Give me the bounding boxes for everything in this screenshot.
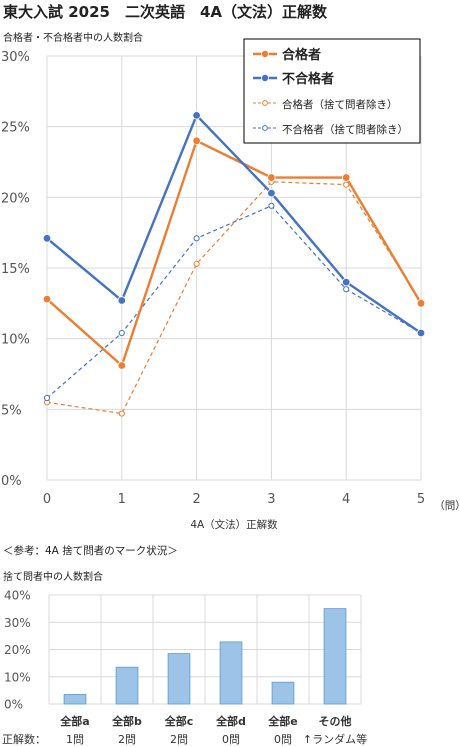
bar-y-tick-label: 10%	[4, 670, 31, 684]
x-tick-label: 1	[118, 492, 126, 507]
series-line-1	[46, 113, 422, 335]
y-tick-label: 30%	[1, 50, 30, 65]
x-unit-label: （問）	[434, 500, 460, 512]
series-point-1	[342, 277, 351, 287]
y-tick-label: 15%	[1, 262, 30, 277]
series-point-2	[193, 260, 200, 267]
series-point-1	[192, 111, 201, 120]
correct-count-label: ↑ランダム等	[303, 732, 367, 746]
series-point-3	[43, 394, 51, 402]
x-tick-label: 2	[192, 492, 200, 507]
correct-count-label: 1問	[66, 733, 84, 746]
series-point-3	[118, 329, 125, 337]
series-line-2	[46, 181, 422, 415]
bar-category-label: 全部b	[111, 714, 142, 728]
legend-swatch-marker	[262, 125, 268, 131]
legend-swatch-marker	[262, 100, 268, 106]
reference-heading: ＜参考：4A 捨て問者のマーク状況＞	[3, 545, 178, 557]
series-point-0	[267, 173, 276, 182]
bar-category-label: その他	[319, 714, 352, 728]
y-tick-label: 10%	[1, 333, 30, 348]
bar-category-label: 全部e	[267, 714, 297, 728]
bar-y-tick-label: 40%	[4, 589, 31, 603]
series-point-1	[117, 296, 126, 305]
legend-swatch-marker	[260, 74, 269, 83]
series-point-2	[118, 410, 125, 417]
series-point-3	[343, 286, 350, 293]
x-tick-label: 0	[43, 492, 51, 507]
bar	[323, 608, 347, 705]
page-title: 東大入試 2025 二次英語 4A（文法）正解数	[3, 3, 328, 21]
line-chart: 0% 5% 10% 15% 20% 25% 30% 0 1 2 3 4 5 （問） 4A（文法）正解数 合格者…	[1, 38, 460, 531]
bar-category-label: 全部c	[164, 714, 194, 728]
x-tick-label: 4	[342, 492, 350, 507]
correct-count-label: 0問	[222, 733, 240, 746]
series-line-3	[46, 205, 422, 399]
y-tick-label: 0%	[1, 474, 22, 489]
correct-count-row-label: 正解数：	[2, 732, 46, 746]
bar	[63, 694, 87, 705]
correct-count-label: 2問	[118, 733, 136, 746]
series-line-0	[46, 139, 423, 368]
series-point-0	[192, 136, 201, 145]
bar-category-label: 全部a	[59, 714, 89, 728]
legend-swatch-marker	[260, 50, 269, 59]
legend-box	[243, 38, 421, 144]
bar-y-tick-label: 0%	[4, 698, 23, 712]
legend-entry: 合格者	[282, 47, 321, 63]
series-point-1	[267, 188, 276, 198]
bar-category-label: 全部d	[215, 714, 246, 728]
series-point-0	[416, 299, 426, 308]
legend-entry: 不合格者（捨て問者除き）	[282, 123, 408, 136]
bar	[115, 666, 139, 705]
x-axis-label: 4A（文法）正解数	[190, 518, 278, 531]
correct-count-label: 0問	[274, 733, 292, 746]
series-point-1	[42, 234, 52, 243]
bar	[167, 653, 191, 705]
series-point-0	[117, 361, 126, 370]
series-point-1	[416, 328, 426, 338]
series-point-2	[343, 181, 350, 188]
x-tick-label: 5	[417, 492, 425, 507]
y-tick-label: 5%	[1, 403, 22, 418]
series-point-0	[42, 294, 52, 304]
series-point-0	[342, 173, 351, 182]
bar	[219, 641, 243, 705]
series-point-3	[193, 235, 200, 242]
correct-count-label: 2問	[170, 733, 188, 746]
y-tick-label: 25%	[1, 121, 30, 136]
line-chart-subtitle: 合格者・不合格者中の人数割合	[3, 33, 143, 44]
bar-chart-subtitle: 捨て問者中の人数割合	[3, 572, 103, 583]
bar	[271, 681, 295, 705]
y-tick-label: 20%	[1, 191, 30, 206]
bar-y-tick-label: 30%	[4, 616, 31, 630]
legend-entry: 合格者（捨て問者除き）	[282, 98, 398, 111]
legend-entry: 不合格者	[282, 71, 334, 87]
series-point-3	[268, 202, 275, 209]
x-tick-label: 3	[267, 492, 275, 507]
bar-y-tick-label: 20%	[4, 643, 31, 657]
